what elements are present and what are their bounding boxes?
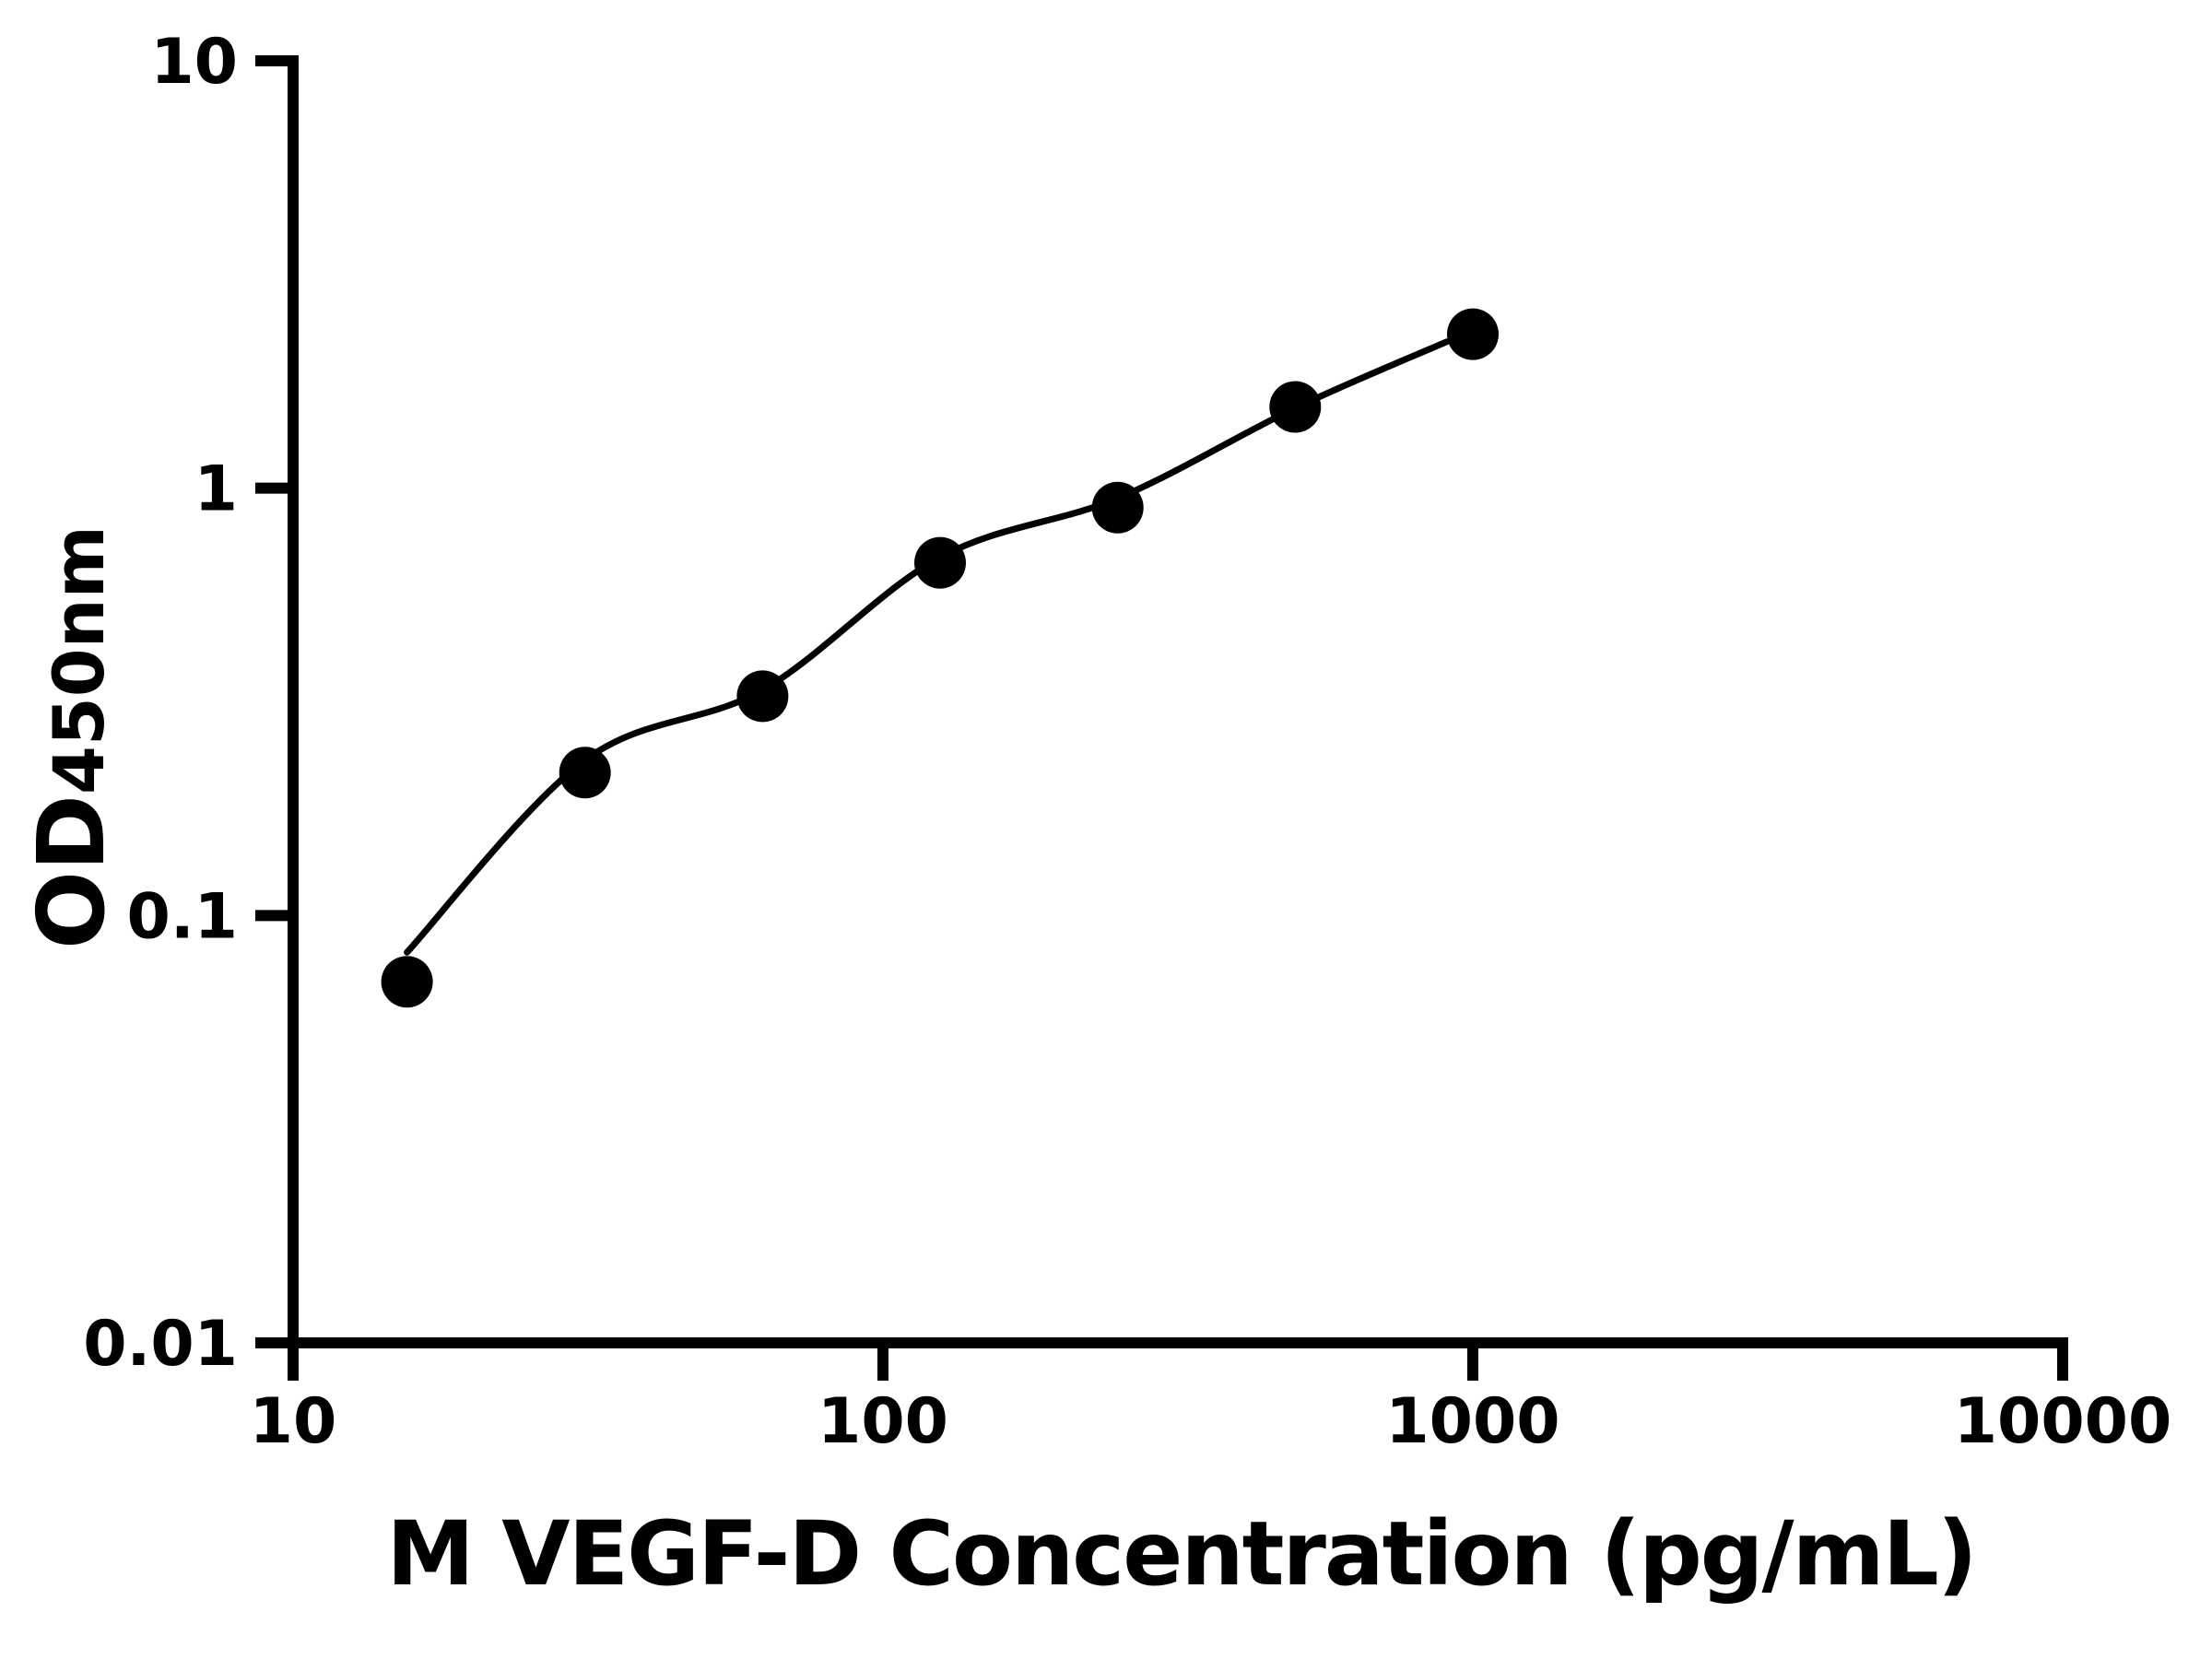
x-tick-label: 10 [250,1385,337,1458]
y-axis-title-subscript: 450nm [38,525,120,794]
data-point [1269,381,1322,433]
x-tick-label: 100 [818,1385,948,1458]
y-axis-title-main: OD [18,794,125,949]
data-point [1447,308,1499,360]
data-point [914,536,966,589]
x-tick-label: 10000 [1954,1385,2172,1458]
y-tick-label: 0.1 [127,880,238,953]
y-tick-label: 0.01 [83,1308,238,1381]
x-axis-title: M VEGF-D Concentration (pg/mL) [386,1502,1977,1606]
y-axis-title: OD450nm [18,525,125,949]
data-point [381,956,433,1008]
y-tick-label: 10 [150,26,238,99]
data-point [559,747,611,799]
x-tick-label: 1000 [1385,1385,1559,1458]
data-point [1091,481,1144,534]
y-tick-label: 1 [194,453,238,526]
data-point [736,670,789,723]
fit-curve [404,338,1451,956]
